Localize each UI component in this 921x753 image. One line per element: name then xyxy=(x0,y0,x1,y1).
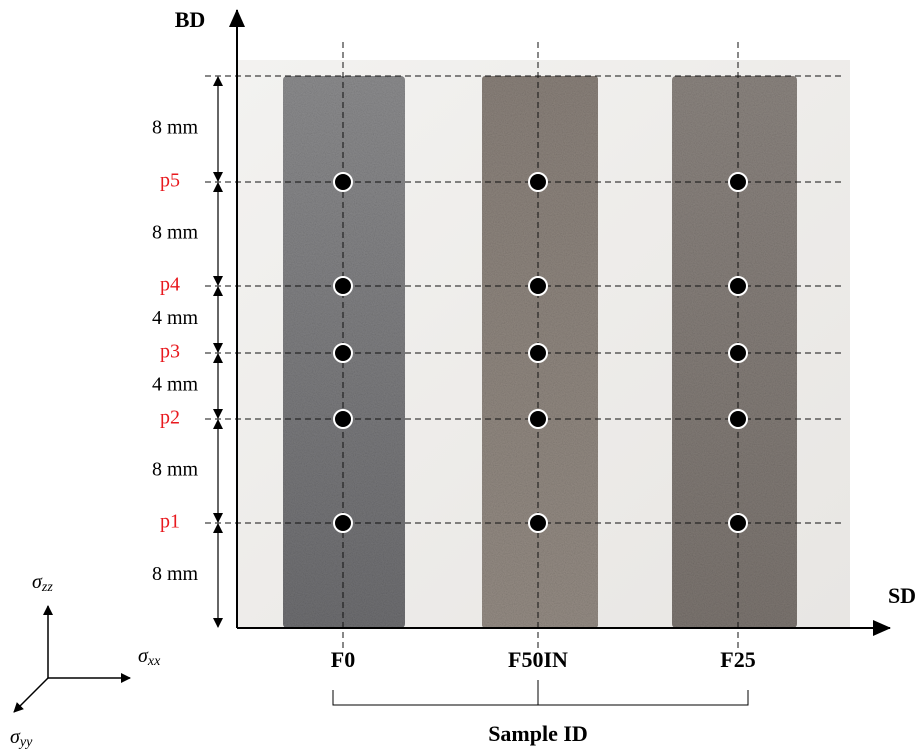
measurement-point xyxy=(528,276,548,296)
stress-label: σzz xyxy=(32,571,53,596)
stress-subscript: zz xyxy=(41,580,53,595)
stress-symbol: σ xyxy=(138,645,149,667)
stress-label: σyy xyxy=(10,726,33,751)
sample-label: F0 xyxy=(331,647,355,672)
measurement-point xyxy=(528,172,548,192)
bracket xyxy=(332,680,749,706)
stress-subscript: yy xyxy=(18,735,33,750)
measurement-point xyxy=(528,409,548,429)
stress-symbol: σ xyxy=(10,726,21,748)
spacing-label: 4 mm xyxy=(152,307,199,329)
position-label: p2 xyxy=(160,407,180,429)
spacing-label: 4 mm xyxy=(152,374,199,396)
sample-label: F25 xyxy=(720,647,755,672)
frame-axis xyxy=(13,677,49,713)
position-label: p5 xyxy=(160,170,180,192)
measurement-point xyxy=(333,343,353,363)
spacing-label: 8 mm xyxy=(152,459,199,481)
measurement-point xyxy=(728,513,748,533)
stress-symbol: σ xyxy=(32,571,43,593)
stress-subscript: xx xyxy=(147,654,161,669)
sample-label: F50IN xyxy=(508,647,568,672)
stress-label: σxx xyxy=(138,645,161,670)
measurement-point xyxy=(333,276,353,296)
spacing-label: 8 mm xyxy=(152,222,199,244)
measurement-point xyxy=(528,343,548,363)
horizontal-axis-label: SD xyxy=(888,583,916,608)
measurement-point xyxy=(333,172,353,192)
measurement-point xyxy=(728,172,748,192)
spacing-label: 8 mm xyxy=(152,117,199,139)
position-label: p1 xyxy=(160,511,180,533)
position-label: p4 xyxy=(160,274,180,296)
measurement-point xyxy=(333,409,353,429)
measurement-point xyxy=(333,513,353,533)
vertical-axis-label: BD xyxy=(175,7,206,32)
measurement-point xyxy=(728,343,748,363)
measurement-point xyxy=(728,409,748,429)
measurement-point xyxy=(728,276,748,296)
measurement-point xyxy=(528,513,548,533)
samples-label: Sample ID xyxy=(488,721,588,746)
photo xyxy=(237,60,850,628)
spacing-label: 8 mm xyxy=(152,563,199,585)
position-label: p3 xyxy=(160,341,180,363)
